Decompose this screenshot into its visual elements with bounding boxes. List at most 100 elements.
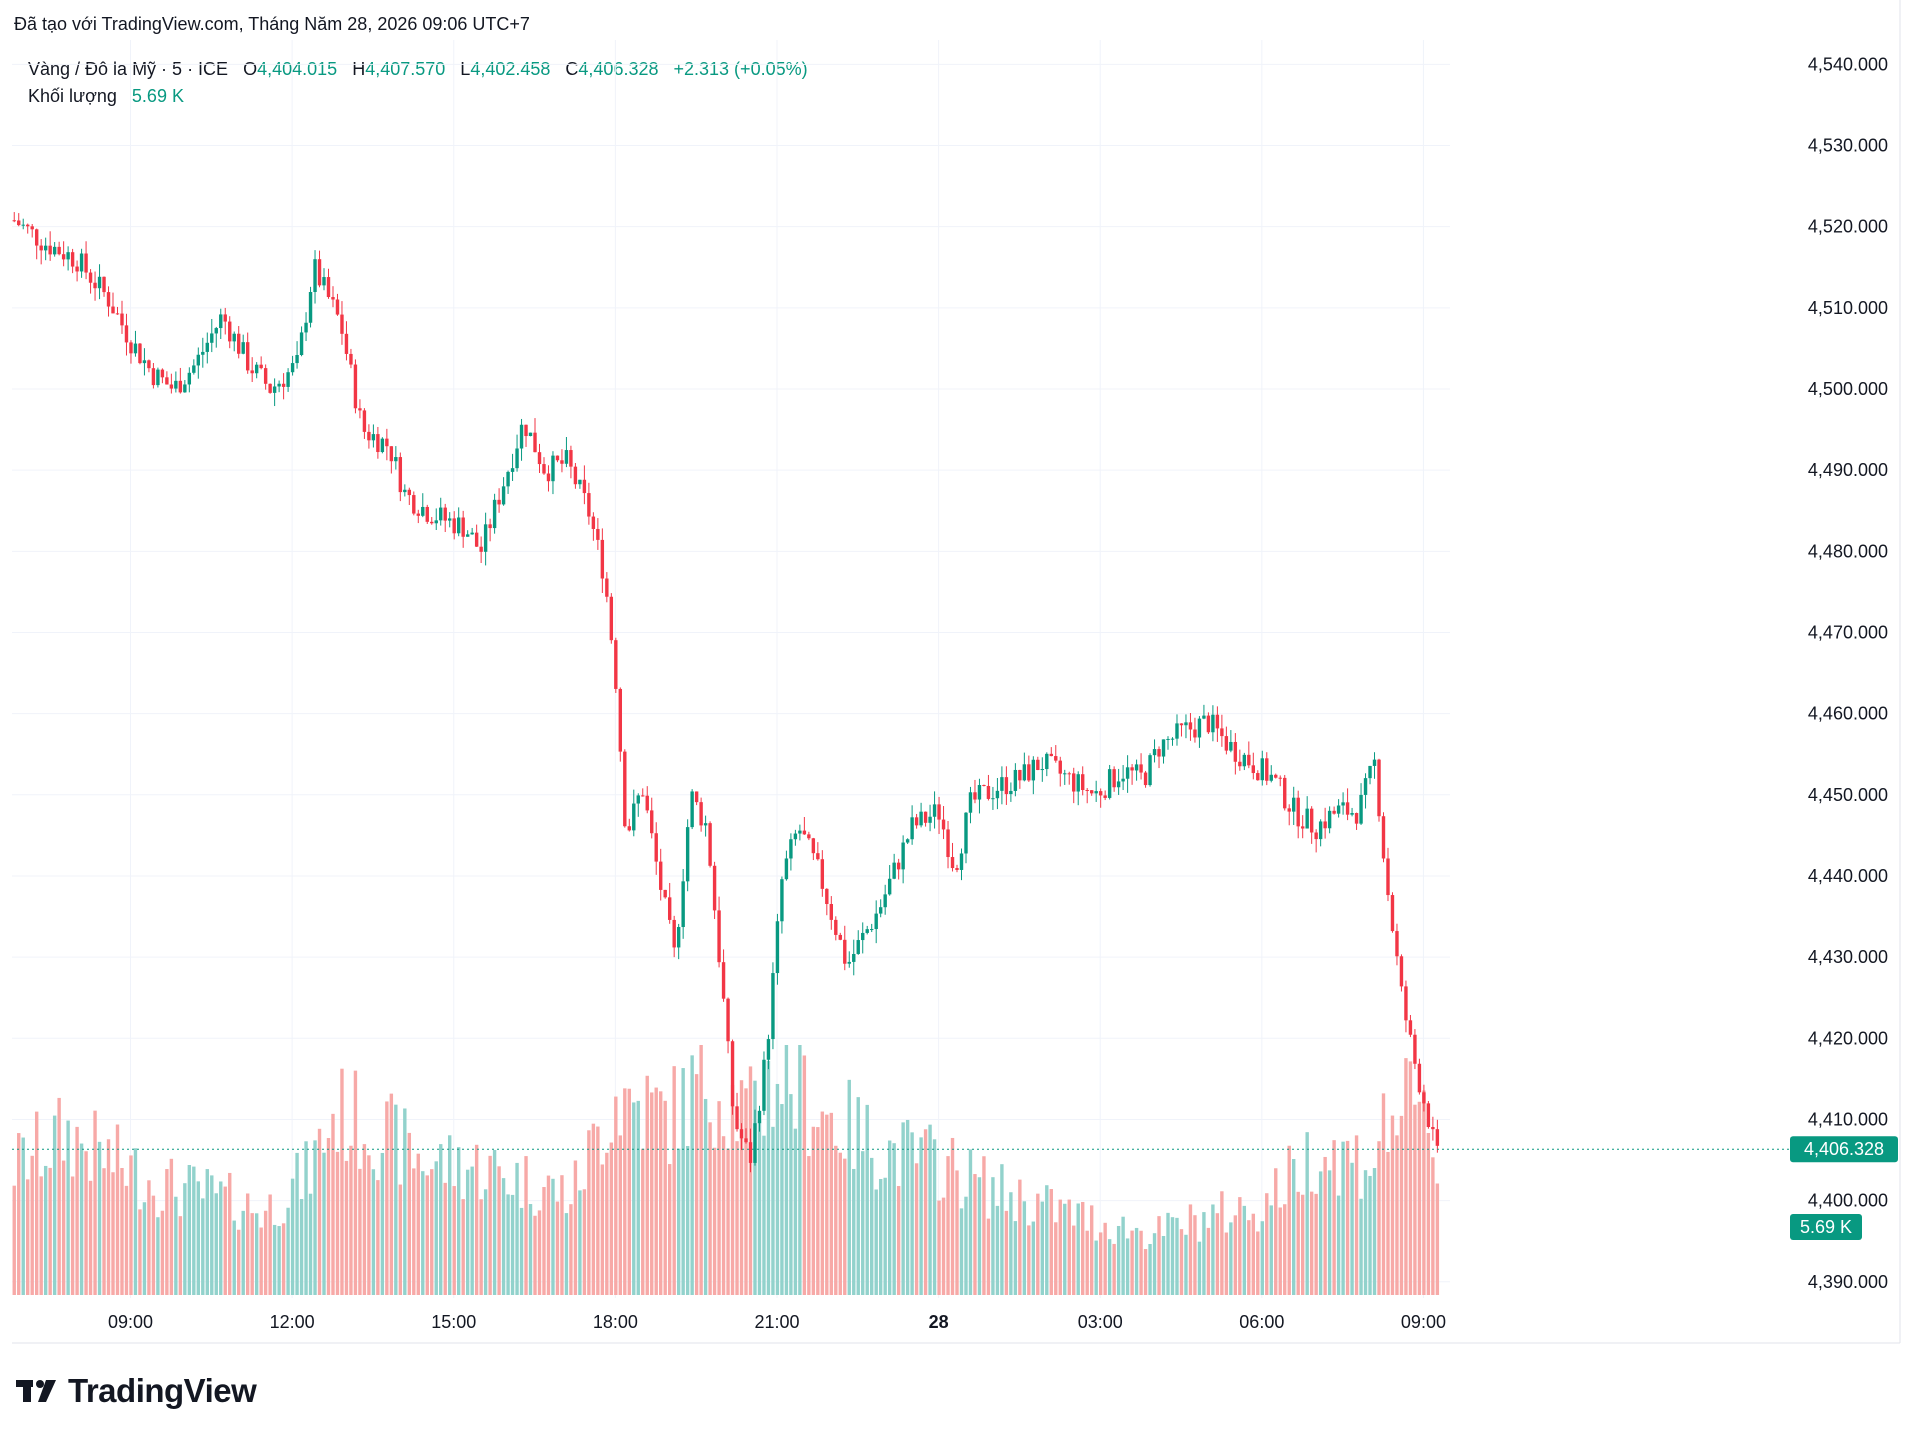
candle-body xyxy=(1265,758,1269,781)
volume-bar xyxy=(201,1198,205,1295)
volume-bar xyxy=(582,1189,587,1295)
volume-bar xyxy=(1260,1221,1264,1295)
volume-bar xyxy=(1431,1157,1435,1295)
candle-body xyxy=(254,364,259,374)
candle-body xyxy=(1224,736,1229,751)
volume-bar xyxy=(694,1074,699,1295)
candle-body xyxy=(75,266,79,272)
volume-bar xyxy=(75,1126,79,1295)
volume-bar xyxy=(371,1169,376,1295)
volume-bar xyxy=(605,1152,609,1295)
candle-body xyxy=(1004,777,1009,795)
volume-bar xyxy=(1336,1195,1341,1295)
volume-label[interactable]: Khối lượng xyxy=(28,86,117,106)
volume-bar xyxy=(1309,1191,1314,1295)
volume-bar xyxy=(1350,1162,1354,1295)
volume-bar xyxy=(865,1104,869,1295)
candle-body xyxy=(223,314,227,322)
volume-bar xyxy=(268,1194,272,1295)
volume-bar xyxy=(1013,1221,1018,1295)
candle-body xyxy=(281,383,286,387)
volume-bar xyxy=(735,1141,739,1295)
candle-body xyxy=(528,432,533,437)
candle-body xyxy=(829,904,834,920)
volume-bar xyxy=(111,1172,115,1295)
volume-bar xyxy=(1265,1193,1269,1295)
candle-body xyxy=(174,380,178,389)
volume-bar xyxy=(1022,1201,1027,1295)
volume-bar xyxy=(196,1181,201,1295)
candle-body xyxy=(1085,789,1089,791)
candle-body xyxy=(1076,774,1080,792)
candle-body xyxy=(955,868,959,870)
candle-body xyxy=(12,220,16,222)
candle-body xyxy=(17,220,21,226)
candle-body xyxy=(1063,773,1067,775)
candle-body xyxy=(1139,764,1143,773)
candle-body xyxy=(205,342,209,352)
candle-body xyxy=(1256,773,1260,781)
price-tick-label: 4,420.000 xyxy=(1808,1028,1888,1048)
volume-bar xyxy=(555,1201,560,1295)
volume-bar xyxy=(798,1045,802,1295)
candle-body xyxy=(326,277,331,298)
volume-bar xyxy=(461,1199,465,1295)
candle-body xyxy=(1157,749,1161,757)
volume-bar xyxy=(353,1070,358,1295)
volume-bar xyxy=(1314,1193,1318,1295)
volume-bar xyxy=(106,1139,111,1295)
candle-body xyxy=(106,292,111,307)
candle-body xyxy=(452,518,456,534)
candle-body xyxy=(1238,761,1242,767)
tradingview-logo[interactable]: TradingView xyxy=(16,1372,257,1410)
candle-body xyxy=(1081,774,1085,790)
candle-body xyxy=(1103,795,1107,798)
volume-bar xyxy=(308,1193,313,1295)
candle-body xyxy=(1233,741,1238,762)
candle-body xyxy=(430,521,434,524)
volume-value: 5.69 K xyxy=(131,86,184,106)
candle-body xyxy=(1215,714,1220,729)
candle-body xyxy=(425,506,429,522)
candle-body xyxy=(34,229,39,246)
volume-bar xyxy=(219,1181,223,1295)
candle-body xyxy=(618,688,623,752)
low-label: L xyxy=(460,59,471,79)
volume-bar xyxy=(344,1160,349,1295)
candle-body xyxy=(1125,767,1130,779)
volume-bar xyxy=(1031,1221,1036,1295)
volume-bar xyxy=(1372,1168,1377,1295)
candle-body xyxy=(1184,722,1188,726)
candle-body xyxy=(335,299,340,315)
volume-bar xyxy=(1116,1225,1121,1295)
candle-body xyxy=(448,518,452,521)
volume-bar xyxy=(474,1144,479,1295)
volume-bar xyxy=(1067,1199,1071,1295)
volume-bar xyxy=(699,1045,703,1295)
candle-body xyxy=(973,792,977,800)
volume-bar xyxy=(551,1178,555,1295)
candle-body xyxy=(358,408,362,411)
time-tick-label: 18:00 xyxy=(593,1312,638,1332)
volume-bar xyxy=(1049,1189,1053,1295)
candle-body xyxy=(950,857,955,869)
price-tick-label: 4,540.000 xyxy=(1808,54,1888,74)
candle-body xyxy=(982,785,986,787)
volume-bar xyxy=(263,1210,268,1295)
volume-bar xyxy=(479,1199,483,1295)
price-tick-label: 4,440.000 xyxy=(1808,866,1888,886)
volume-bar xyxy=(1251,1213,1256,1295)
volume-bar xyxy=(609,1142,614,1295)
volume-bar xyxy=(825,1114,829,1295)
volume-bar xyxy=(30,1155,34,1295)
volume-bar xyxy=(1274,1168,1278,1295)
candle-body xyxy=(1170,738,1175,740)
volume-bar xyxy=(856,1097,860,1295)
candle-body xyxy=(1323,821,1327,829)
candle-body xyxy=(591,516,596,529)
candle-body xyxy=(1350,813,1354,815)
candle-body xyxy=(403,489,407,493)
volume-bar xyxy=(1327,1170,1332,1295)
volume-bar xyxy=(1134,1227,1139,1295)
